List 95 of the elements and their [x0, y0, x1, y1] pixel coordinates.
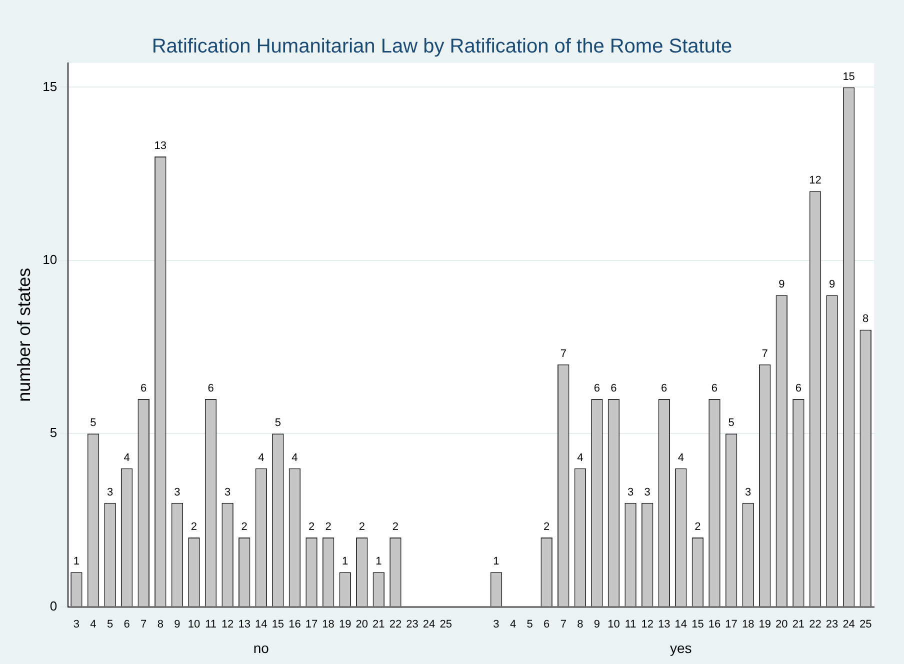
- x-tick-label: 13: [238, 618, 250, 630]
- x-tick-label: 17: [725, 618, 738, 630]
- data-label: 2: [325, 521, 332, 534]
- data-label: 4: [678, 452, 684, 464]
- data-label: 3: [745, 486, 752, 498]
- x-tick-label: 10: [608, 618, 620, 630]
- x-tick-label: 16: [288, 618, 301, 630]
- x-tick-label: 3: [73, 618, 80, 630]
- x-tick-label: 24: [842, 618, 855, 630]
- data-label: 3: [644, 486, 650, 498]
- x-tick-label: 23: [826, 618, 838, 630]
- data-label: 6: [795, 382, 802, 395]
- data-label: 6: [610, 382, 617, 395]
- x-tick-label: 10: [188, 618, 200, 630]
- x-tick-label: 9: [174, 618, 180, 630]
- x-tick-label: 11: [205, 618, 216, 630]
- x-tick-label: 8: [157, 618, 164, 630]
- x-tick-label: 12: [221, 618, 234, 630]
- data-label: 1: [73, 556, 80, 568]
- x-tick-label: 14: [255, 618, 268, 630]
- x-tick-label: 9: [594, 618, 600, 630]
- x-tick-label: 15: [692, 618, 704, 630]
- data-label: 13: [154, 140, 167, 152]
- x-tick-label: 4: [510, 618, 516, 630]
- x-tick-label: 6: [544, 618, 550, 630]
- x-tick-label: 16: [708, 618, 721, 630]
- y-tick-label: 0: [50, 598, 58, 614]
- data-label: 6: [208, 382, 214, 395]
- x-tick-label: 21: [372, 618, 385, 630]
- x-tick-label: 22: [809, 618, 822, 630]
- x-tick-label: 18: [742, 618, 754, 630]
- x-tick-label: 21: [792, 618, 805, 630]
- y-tick-label: 5: [50, 425, 58, 440]
- data-label: 3: [627, 486, 634, 498]
- x-tick-label: 24: [422, 618, 436, 630]
- data-label: 4: [258, 452, 264, 464]
- x-tick-label: 17: [305, 618, 318, 630]
- data-label: 6: [661, 382, 668, 395]
- data-label: 6: [594, 382, 600, 395]
- data-label: 3: [106, 486, 114, 498]
- data-label: 9: [828, 278, 836, 291]
- data-label: 2: [544, 521, 550, 534]
- y-axis-title: number of states: [14, 268, 34, 402]
- x-tick-label: 15: [272, 618, 284, 630]
- x-tick-label: 3: [493, 618, 500, 630]
- x-tick-label: 6: [124, 618, 130, 630]
- data-label: 4: [292, 452, 298, 464]
- x-tick-label: 25: [440, 618, 452, 630]
- data-label: 2: [308, 521, 315, 534]
- data-label: 2: [694, 521, 701, 534]
- data-label: 3: [174, 486, 180, 498]
- text: no: [253, 640, 270, 656]
- x-tick-label: 23: [406, 618, 418, 630]
- x-tick-label: 20: [356, 618, 368, 630]
- data-label: 5: [90, 417, 96, 430]
- x-tick-label: 18: [322, 618, 334, 630]
- x-tick-label: 14: [674, 618, 688, 630]
- data-label: 12: [809, 174, 822, 187]
- x-tick-label: 11: [624, 618, 636, 630]
- x-tick-label: 4: [90, 618, 96, 630]
- data-label: 9: [778, 278, 785, 291]
- x-tick-label: 8: [577, 618, 584, 630]
- y-tick-label: 10: [42, 252, 58, 268]
- x-tick-label: 19: [338, 618, 352, 630]
- chart-title: Ratification Humanitarian Law by Ratification of the Rome Statute: [152, 36, 732, 58]
- data-label: 6: [140, 382, 147, 395]
- data-label: 8: [862, 313, 869, 326]
- data-label: 15: [842, 70, 855, 83]
- data-label: 2: [358, 521, 365, 534]
- data-label: 3: [224, 486, 231, 498]
- x-tick-label: 19: [758, 618, 771, 630]
- data-label: 1: [342, 556, 348, 568]
- text: yes: [670, 640, 692, 656]
- data-label: 5: [274, 417, 282, 430]
- data-label: 7: [762, 348, 768, 360]
- x-tick-label: 12: [641, 618, 654, 630]
- data-label: 4: [577, 452, 584, 464]
- data-label: 6: [711, 382, 718, 395]
- x-tick-label: 7: [560, 618, 566, 630]
- data-label: 7: [560, 348, 566, 360]
- x-tick-label: 20: [776, 618, 788, 630]
- x-tick-label: 22: [389, 618, 402, 630]
- x-tick-label: 7: [140, 618, 147, 630]
- data-label: 5: [728, 417, 734, 430]
- y-tick-label: 15: [42, 78, 58, 94]
- data-label: 2: [241, 521, 248, 534]
- data-label: 1: [493, 556, 500, 568]
- x-tick-label: 25: [859, 618, 872, 630]
- x-tick-label: 5: [526, 618, 533, 630]
- data-label: 2: [392, 521, 399, 534]
- data-label: 1: [376, 556, 382, 568]
- x-tick-label: 5: [106, 618, 114, 630]
- data-label: 4: [124, 452, 130, 464]
- x-tick-label: 13: [658, 618, 670, 630]
- data-label: 2: [190, 521, 198, 534]
